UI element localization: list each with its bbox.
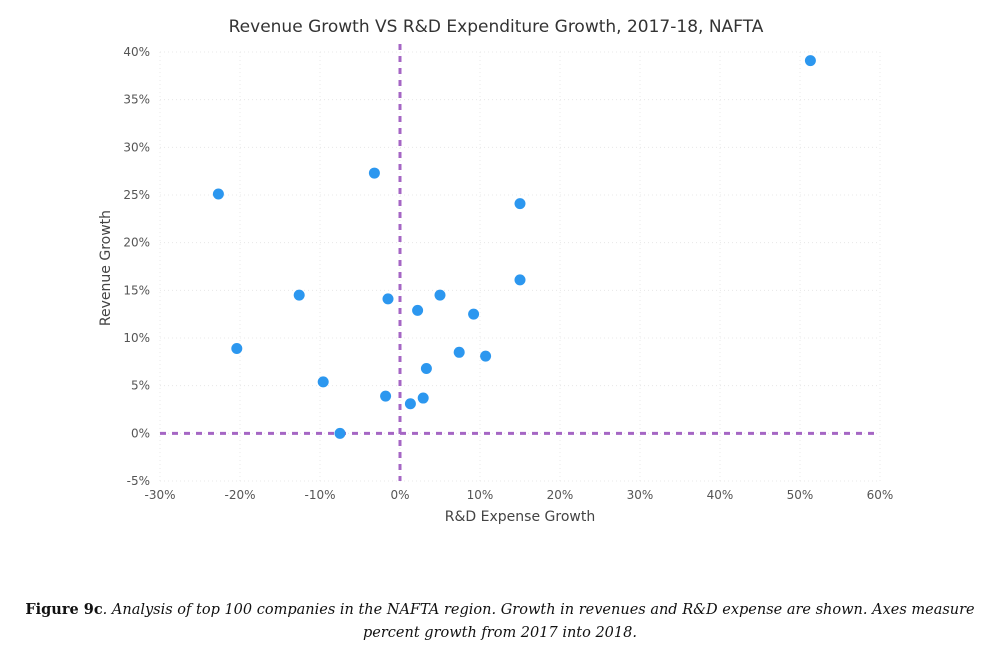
data-point (514, 274, 526, 286)
x-tick-label: 40% (707, 488, 734, 502)
data-point (317, 376, 329, 388)
data-point (368, 167, 380, 179)
data-point (231, 342, 243, 354)
y-tick-label: 15% (123, 283, 150, 297)
figure-caption: Figure 9c. Analysis of top 100 companies… (0, 598, 1000, 645)
data-points (212, 55, 816, 439)
data-point (453, 346, 465, 358)
data-point (380, 390, 392, 402)
x-tick-label: -30% (144, 488, 175, 502)
y-axis-ticks: -5% 0% 5% 10% 15% 20% 25% 30% 35% 40% (123, 45, 150, 488)
caption-label: Figure 9c (25, 601, 103, 618)
data-point (420, 363, 432, 375)
x-axis-ticks: -30% -20% -10% 0% 10% 20% 30% 40% 50% 60% (144, 488, 893, 502)
data-point (480, 350, 492, 362)
data-point (404, 398, 416, 410)
chart-title: Revenue Growth VS R&D Expenditure Growth… (229, 17, 764, 37)
x-axis-title: R&D Expense Growth (445, 509, 595, 525)
data-point (212, 188, 224, 200)
x-tick-label: 0% (390, 488, 409, 502)
x-tick-label: 10% (467, 488, 494, 502)
grid-lines (159, 51, 881, 482)
x-tick-label: 50% (787, 488, 814, 502)
y-tick-label: 10% (123, 331, 150, 345)
y-axis-title: Revenue Growth (98, 210, 114, 326)
data-point (434, 289, 446, 301)
data-point (334, 427, 346, 439)
reference-lines (160, 44, 880, 481)
x-tick-label: -10% (304, 488, 335, 502)
y-tick-label: 20% (123, 236, 150, 250)
data-point (804, 55, 816, 67)
x-tick-label: -20% (224, 488, 255, 502)
caption-text: . Analysis of top 100 companies in the N… (102, 602, 975, 641)
data-point (412, 304, 424, 316)
x-tick-label: 30% (627, 488, 654, 502)
y-tick-label: 40% (123, 45, 150, 59)
y-tick-label: -5% (127, 474, 150, 488)
y-tick-label: 5% (131, 379, 150, 393)
scatter-chart: Revenue Growth VS R&D Expenditure Growth… (98, 17, 893, 525)
y-tick-label: 30% (123, 140, 150, 154)
data-point (514, 198, 526, 210)
data-point (468, 308, 480, 320)
x-tick-label: 20% (547, 488, 574, 502)
data-point (293, 289, 305, 301)
y-tick-label: 25% (123, 188, 150, 202)
data-point (382, 293, 394, 305)
data-point (417, 392, 429, 404)
y-tick-label: 35% (123, 93, 150, 107)
x-tick-label: 60% (867, 488, 894, 502)
y-tick-label: 0% (131, 426, 150, 440)
